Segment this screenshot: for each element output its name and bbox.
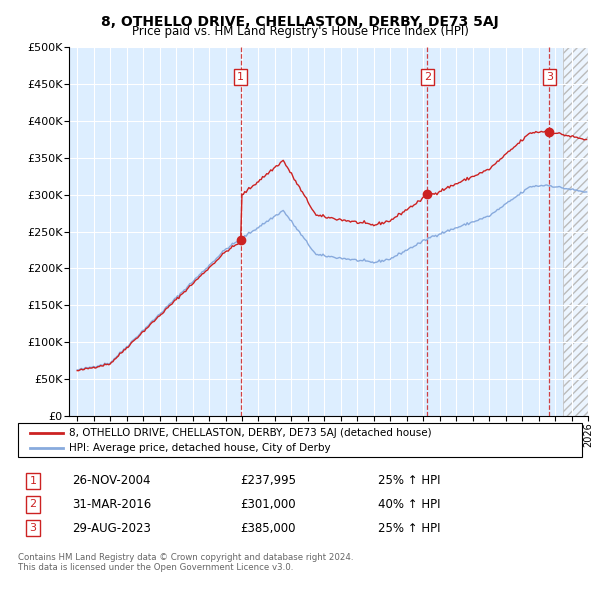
Text: 29-AUG-2023: 29-AUG-2023	[72, 522, 151, 535]
Text: 3: 3	[29, 523, 37, 533]
Text: 8, OTHELLO DRIVE, CHELLASTON, DERBY, DE73 5AJ: 8, OTHELLO DRIVE, CHELLASTON, DERBY, DE7…	[101, 15, 499, 29]
Text: 8, OTHELLO DRIVE, CHELLASTON, DERBY, DE73 5AJ (detached house): 8, OTHELLO DRIVE, CHELLASTON, DERBY, DE7…	[69, 428, 431, 438]
Text: 1: 1	[29, 476, 37, 486]
Text: 25% ↑ HPI: 25% ↑ HPI	[378, 474, 440, 487]
Text: 25% ↑ HPI: 25% ↑ HPI	[378, 522, 440, 535]
Text: £385,000: £385,000	[240, 522, 296, 535]
Text: Contains HM Land Registry data © Crown copyright and database right 2024.: Contains HM Land Registry data © Crown c…	[18, 553, 353, 562]
Bar	[563, 47, 588, 416]
Text: 26-NOV-2004: 26-NOV-2004	[72, 474, 151, 487]
Text: 1: 1	[237, 72, 244, 81]
Text: Price paid vs. HM Land Registry's House Price Index (HPI): Price paid vs. HM Land Registry's House …	[131, 25, 469, 38]
Text: £301,000: £301,000	[240, 498, 296, 511]
Text: 3: 3	[546, 72, 553, 81]
Bar	[563, 47, 588, 416]
Text: 2: 2	[424, 72, 431, 81]
Text: This data is licensed under the Open Government Licence v3.0.: This data is licensed under the Open Gov…	[18, 563, 293, 572]
Text: HPI: Average price, detached house, City of Derby: HPI: Average price, detached house, City…	[69, 442, 331, 453]
Text: 40% ↑ HPI: 40% ↑ HPI	[378, 498, 440, 511]
Text: 31-MAR-2016: 31-MAR-2016	[72, 498, 151, 511]
Text: 2: 2	[29, 500, 37, 509]
Text: £237,995: £237,995	[240, 474, 296, 487]
